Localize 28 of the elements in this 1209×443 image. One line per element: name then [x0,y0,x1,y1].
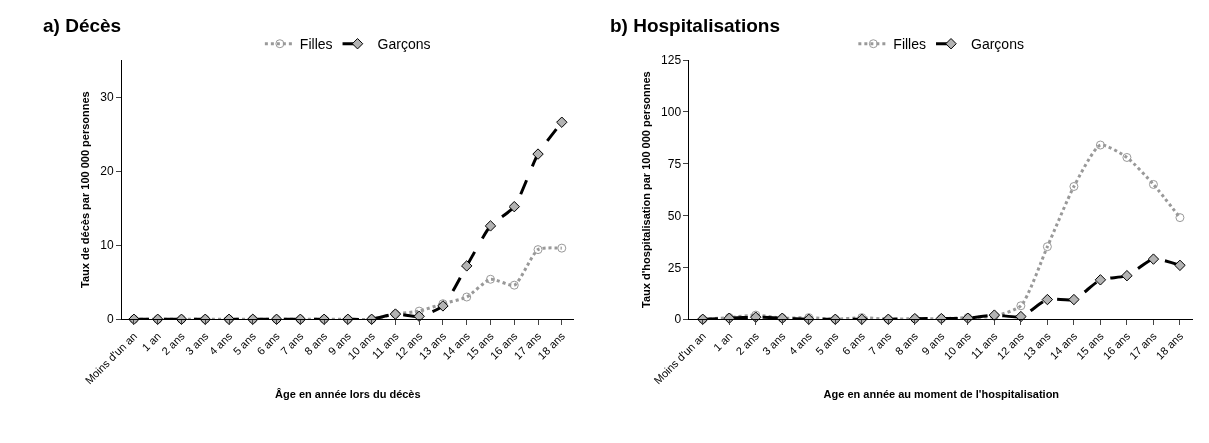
x-tick-label: 4 ans [786,329,815,358]
x-tick-label: 1 an [710,329,735,354]
x-tick-label: 7 ans [866,329,894,358]
x-tick-label: 3 ans [760,329,788,358]
x-tick-label: 6 ans [839,329,868,358]
y-tick-label: 25 [667,260,682,275]
x-tick-label: 8 ans [892,329,921,358]
chart-title: a) Décès [43,15,122,36]
y-tick-label: 0 [674,312,682,327]
y-tick-label: 75 [667,156,682,171]
y-tick-label: 20 [100,164,114,179]
x-axis-title: Âge en année lors du décès [275,387,421,400]
y-axis-title: Taux de décès par 100 000 personnes [78,91,91,288]
x-tick-label: 2 ans [733,329,762,358]
y-tick-label: 125 [661,53,682,68]
chart-title: b) Hospitalisations [610,15,780,36]
x-axis-title: Age en année au moment de l'hospitalisation [823,387,1060,400]
y-tick-label: 50 [667,208,682,223]
y-tick-label: 100 [661,105,682,120]
y-tick-label: 10 [100,238,114,253]
y-tick-label: 0 [106,312,114,327]
legend-label: Garçons [377,36,431,53]
legend-label: Garçons [971,36,1024,53]
x-tick-label: 5 ans [813,329,841,358]
legend-label: Filles [893,36,927,53]
legend-label: Filles [299,36,333,53]
y-tick-label: 30 [100,90,114,105]
y-axis-title: Taux d'hospitalisation par 100 000 personnes [639,71,652,308]
